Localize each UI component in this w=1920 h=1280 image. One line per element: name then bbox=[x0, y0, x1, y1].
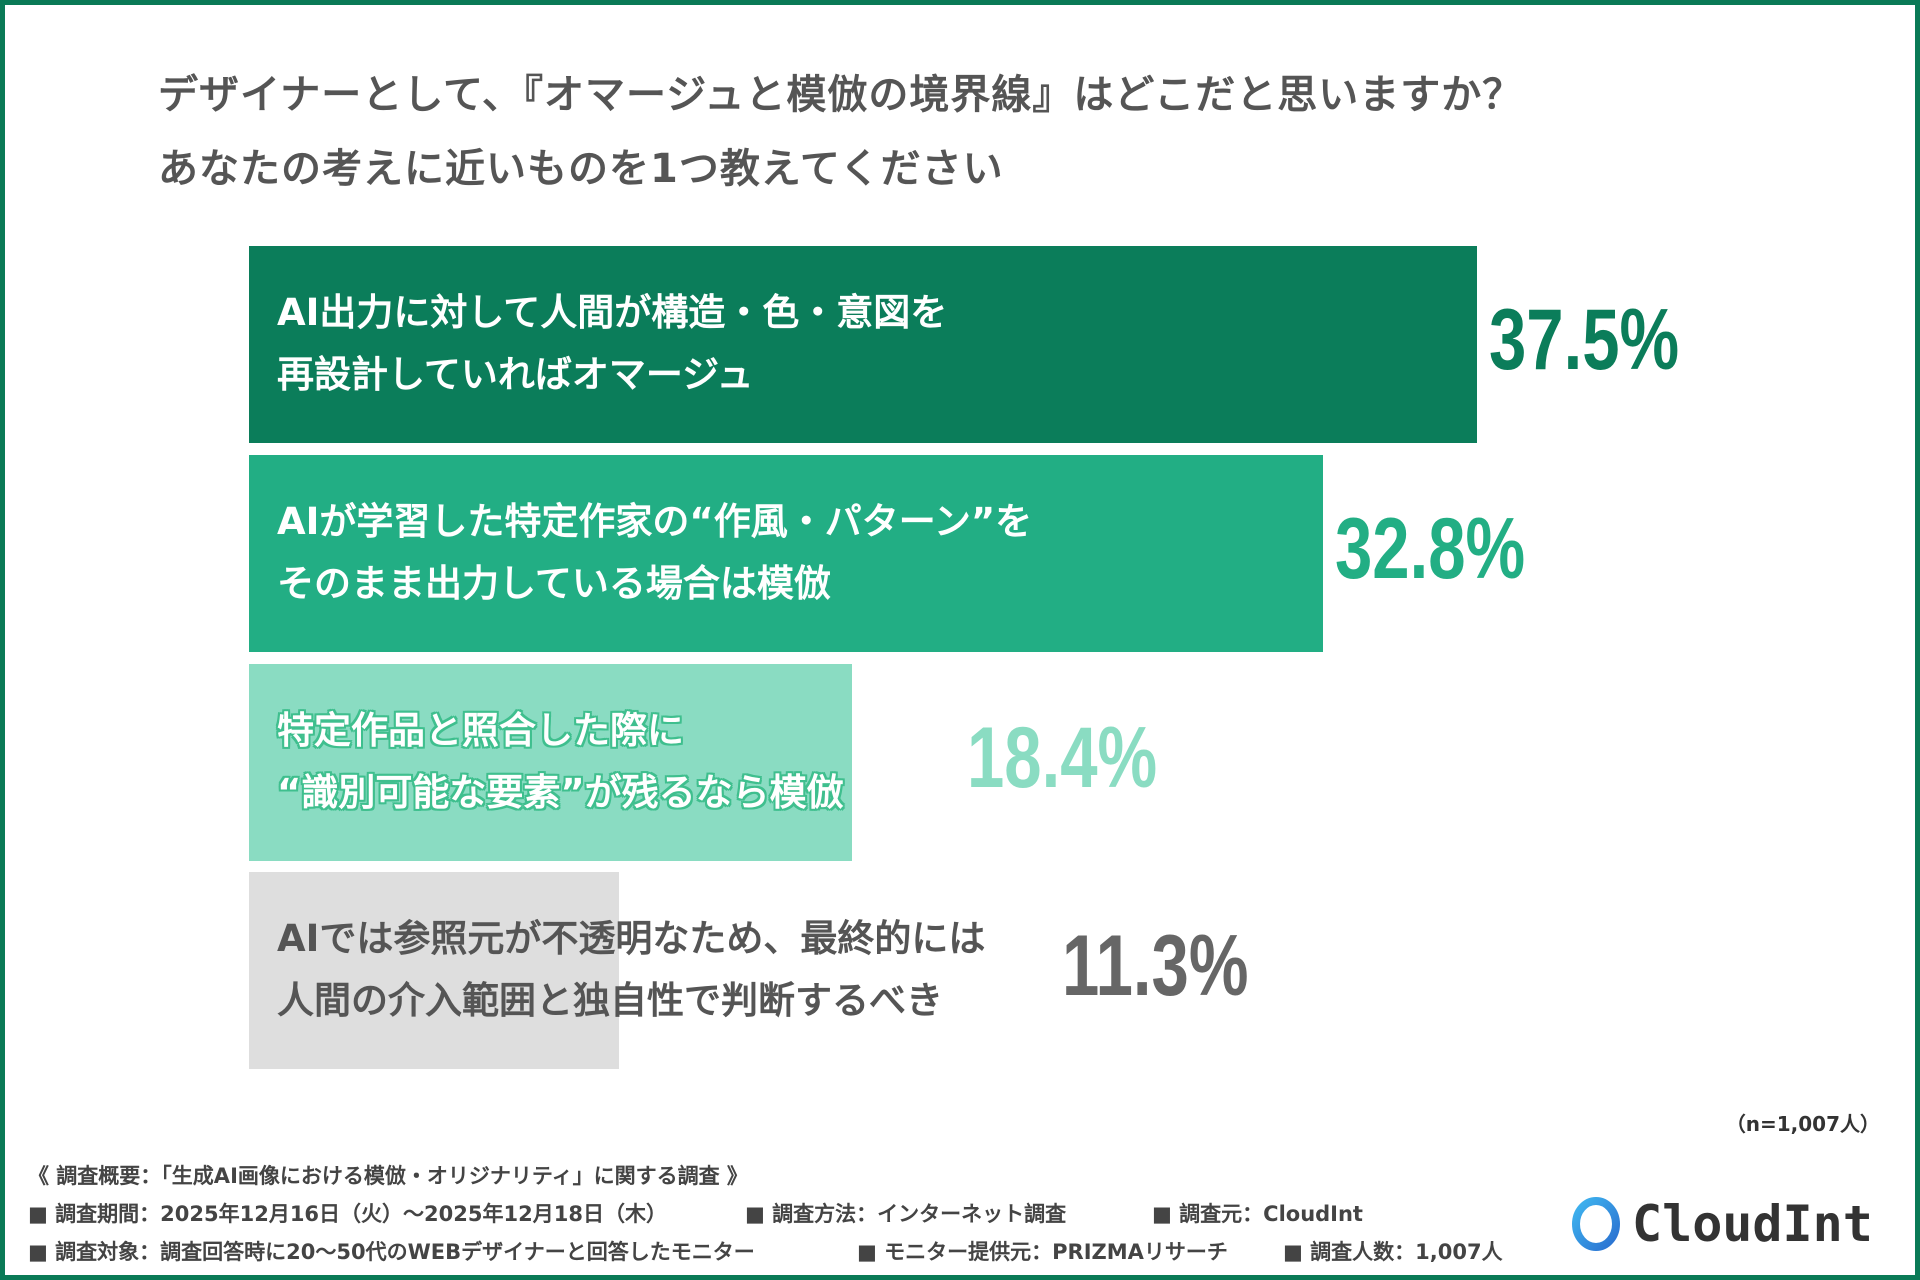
logo-text: CloudInt bbox=[1632, 1195, 1873, 1253]
survey-period: ■ 調査期間：2025年12月16日（火）〜2025年12月18日（木） bbox=[28, 1202, 667, 1226]
chart-title-line2: あなたの考えに近いものを1つ教えてください bbox=[158, 146, 1004, 192]
bar-4 bbox=[249, 872, 620, 1069]
bar-label-2: AIが学習した特定作家の“作風・パターン”を そのまま出力している場合は模倣 bbox=[277, 491, 1032, 615]
survey-target: ■ 調査対象：調査回答時に20〜50代のWEBデザイナーと回答したモニター bbox=[28, 1240, 755, 1264]
sample-size-note: （n=1,007人） bbox=[1725, 1112, 1880, 1136]
bar-label-line: 再設計していればオマージュ bbox=[277, 353, 754, 396]
bar-2 bbox=[249, 455, 1324, 652]
bar-label-line: 特定作品と照合した際に bbox=[277, 709, 684, 752]
monitor-provider: ■ モニター提供元：PRIZMAリサーチ bbox=[857, 1240, 1228, 1264]
bar-label-1: AI出力に対して人間が構造・色・意図を 再設計していればオマージュ bbox=[277, 282, 947, 406]
value-label-1: 37.5% bbox=[1489, 292, 1680, 388]
survey-method: ■ 調査方法：インターネット調査 bbox=[745, 1202, 1067, 1226]
ring-logo-icon bbox=[1572, 1197, 1620, 1251]
bar-label-line: AIでは参照元が不透明なため、最終的には bbox=[277, 917, 986, 960]
value-label-2: 32.8% bbox=[1335, 501, 1526, 597]
bar-label-4: AIでは参照元が不透明なため、最終的には 人間の介入範囲と独自性で判断するべき bbox=[277, 908, 985, 1032]
bar-label-line: AIが学習した特定作家の“作風・パターン”を bbox=[277, 500, 1033, 543]
bar-label-line: そのまま出力している場合は模倣 bbox=[277, 562, 831, 605]
cloudint-logo: CloudInt bbox=[1570, 1195, 1873, 1253]
chart-title-line1: デザイナーとして、『オマージュと模倣の境界線』はどこだと思いますか？ bbox=[158, 72, 1524, 118]
survey-source: ■ 調査元：CloudInt bbox=[1152, 1202, 1363, 1226]
survey-heading: 《 調査概要：「生成AI画像における模倣・オリジナリティ」に関する調査 》 bbox=[28, 1164, 748, 1188]
bar-3 bbox=[249, 664, 852, 861]
bar-label-line: AI出力に対して人間が構造・色・意図を bbox=[277, 291, 948, 334]
bar-label-line: 人間の介入範囲と独自性で判断するべき bbox=[277, 979, 943, 1022]
value-label-4: 11.3% bbox=[1062, 918, 1249, 1014]
bar-label-3: 特定作品と照合した際に “識別可能な要素”が残るなら模倣 bbox=[277, 700, 844, 824]
value-label-3: 18.4% bbox=[967, 710, 1158, 806]
survey-count: ■ 調査人数：1,007人 bbox=[1283, 1240, 1503, 1264]
bar-label-line: “識別可能な要素”が残るなら模倣 bbox=[277, 771, 844, 814]
bar-1 bbox=[249, 246, 1478, 443]
